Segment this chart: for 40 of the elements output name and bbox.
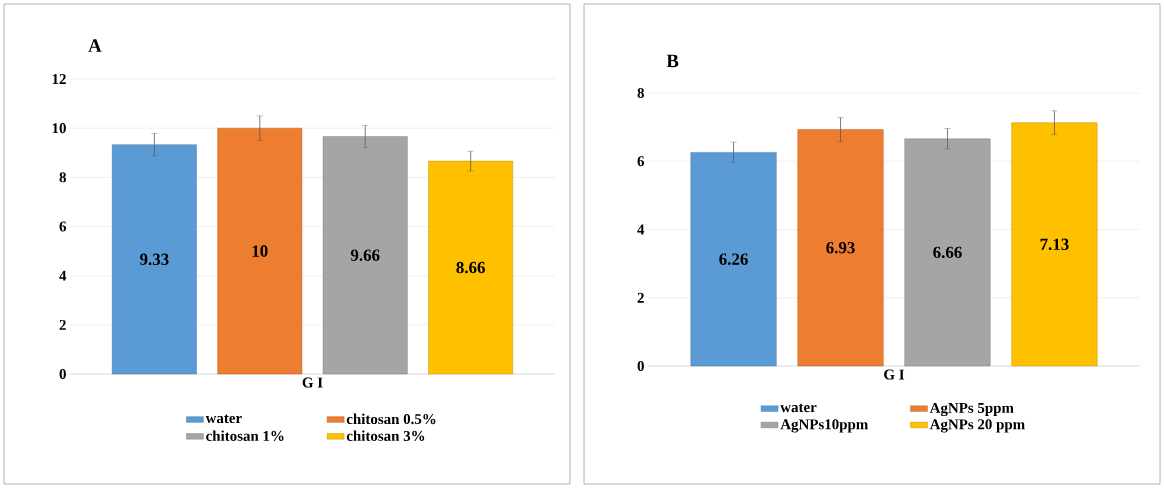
- data-label: 6.93: [826, 242, 855, 254]
- legend-label: AgNPs 20 ppm: [929, 419, 1025, 433]
- y-tick-label: 6: [637, 156, 645, 167]
- y-tick-label: 0: [637, 360, 644, 372]
- y-tick-label: 8: [59, 172, 66, 183]
- data-label: 9.33: [140, 253, 169, 266]
- legend-label: water: [780, 403, 817, 413]
- y-tick-label: 8: [637, 87, 644, 99]
- data-label: 9.66: [350, 249, 380, 261]
- legend-label: AgNPs 5ppm: [929, 402, 1014, 417]
- y-tick-label: 10: [52, 123, 66, 134]
- y-tick-label: 4: [59, 270, 67, 281]
- y-tick-label: 12: [52, 74, 66, 84]
- bar: [217, 127, 303, 375]
- x-tick-label: G I: [302, 377, 323, 388]
- y-tick-label: 4: [637, 224, 645, 235]
- bar: [797, 129, 884, 367]
- bar: [690, 152, 777, 367]
- legend-label: chitosan 3%: [346, 430, 425, 441]
- bar: [322, 136, 408, 375]
- chart-title: A: [88, 39, 102, 52]
- bar: [904, 138, 991, 367]
- bar: [111, 144, 197, 375]
- legend-label: water: [205, 414, 242, 424]
- chart-title: B: [666, 54, 679, 68]
- y-tick-label: 6: [59, 221, 67, 232]
- legend-label: chitosan 1%: [206, 430, 284, 441]
- legend-label: AgNPs10ppm: [780, 419, 869, 433]
- data-label: 6.66: [933, 246, 962, 259]
- bar: [1011, 122, 1098, 367]
- y-tick-label: 0: [59, 368, 66, 380]
- data-label: 6.26: [719, 253, 748, 265]
- data-label: 10: [252, 245, 268, 257]
- legend-label: chitosan 0.5%: [346, 413, 436, 425]
- data-label: 8.66: [456, 261, 485, 274]
- x-tick-label: G I: [884, 369, 905, 380]
- bar: [428, 160, 514, 375]
- y-tick-label: 2: [59, 319, 66, 330]
- data-label: 7.13: [1040, 238, 1069, 251]
- y-tick-label: 2: [637, 292, 644, 303]
